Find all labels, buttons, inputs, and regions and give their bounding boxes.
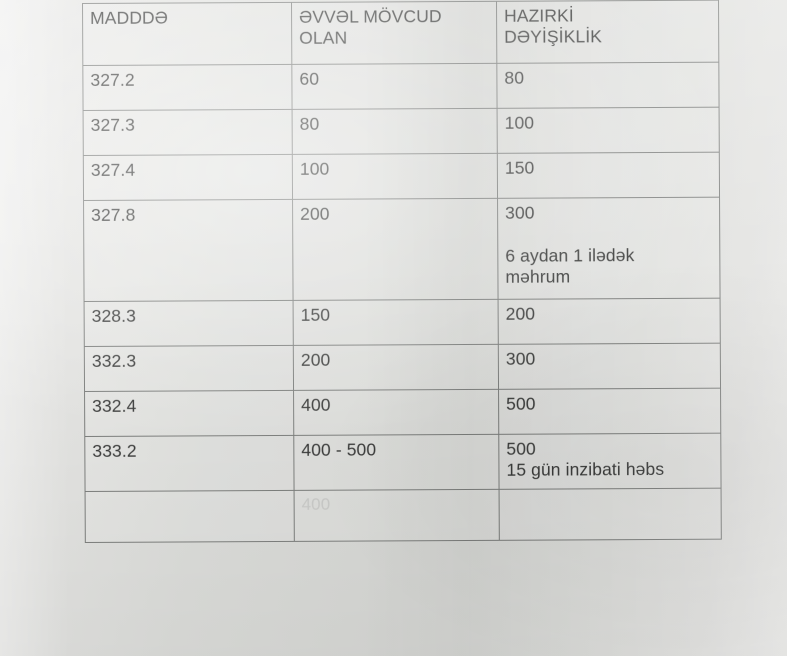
cell-article: 332.3 [84, 345, 294, 392]
cell-article [85, 490, 295, 543]
cell-before: 100 [292, 153, 498, 200]
column-header-before-line-1: ƏVVƏL MÖVCUD [299, 6, 442, 27]
cell-current-line-3: 6 aydan 1 ilədək [505, 245, 635, 266]
table-row: 327.3 80 100 [83, 107, 720, 156]
cell-current-spacer [505, 223, 712, 246]
cell-current: 150 [497, 152, 720, 199]
table-row-empty: 400 [85, 488, 722, 543]
cell-current-line-1: 200 [505, 303, 536, 324]
cell-before: 400 [294, 489, 500, 542]
cell-before: 400 - 500 [293, 434, 500, 491]
cell-before: 200 [292, 198, 499, 301]
cell-current: 500 [498, 388, 721, 435]
cell-article: 327.4 [83, 154, 293, 201]
cell-article: 327.2 [82, 64, 293, 111]
cell-article: 327.3 [83, 109, 293, 156]
table-row: 327.4 100 150 [83, 152, 720, 201]
table-container: MADDDƏ ƏVVƏL MÖVCUD OLAN HAZIRKİ DƏYİŞİK… [82, 0, 722, 543]
cell-current: 200 [498, 298, 721, 345]
ghost-bleedthrough-text: 400 [301, 494, 331, 514]
cell-current: 500 15 gün inzibati həbs [498, 433, 722, 490]
cell-current: 300 6 aydan 1 ilədək məhrum [497, 197, 721, 300]
cell-before: 150 [293, 299, 499, 346]
cell-current: 300 [498, 343, 721, 390]
amendments-table: MADDDƏ ƏVVƏL MÖVCUD OLAN HAZIRKİ DƏYİŞİK… [82, 0, 722, 543]
cell-article: 328.3 [84, 300, 294, 347]
column-header-before: ƏVVƏL MÖVCUD OLAN [291, 1, 497, 65]
cell-article: 332.4 [84, 390, 294, 437]
cell-current-line-1: 500 [506, 393, 536, 414]
column-header-article: MADDDƏ [82, 2, 292, 66]
cell-current-line-1: 300 [505, 202, 535, 223]
cell-current: 100 [497, 107, 720, 154]
cell-before: 400 [293, 389, 499, 436]
column-header-current-line-1: HAZIRKİ [504, 5, 574, 26]
cell-current-line-4: məhrum [505, 266, 571, 287]
cell-current-line-1: 150 [504, 157, 535, 178]
cell-current-line-1: 500 [506, 438, 536, 459]
column-header-before-line-2: OLAN [299, 27, 348, 48]
cell-current-line-1: 80 [504, 67, 525, 88]
table-row: 327.8 200 300 6 aydan 1 ilədək məhrum [83, 197, 721, 302]
cell-current-line-1 [507, 493, 714, 494]
cell-current-line-1: 300 [505, 348, 536, 369]
table-row: 333.2 400 - 500 500 15 gün inzibati həbs [84, 433, 722, 492]
cell-current [499, 488, 722, 541]
cell-before: 60 [291, 63, 498, 110]
cell-current: 80 [496, 62, 720, 109]
table-row: 332.3 200 300 [84, 343, 721, 392]
cell-before: 80 [292, 108, 498, 155]
column-header-article-line-1: MADDDƏ [90, 7, 169, 28]
cell-current-line-2: 15 gün inzibati həbs [506, 458, 665, 480]
table-header: MADDDƏ ƏVVƏL MÖVCUD OLAN HAZIRKİ DƏYİŞİK… [82, 0, 719, 66]
cell-before: 200 [293, 344, 499, 391]
table-header-row: MADDDƏ ƏVVƏL MÖVCUD OLAN HAZIRKİ DƏYİŞİK… [82, 0, 719, 66]
column-header-current-line-2: DƏYİŞİKLİK [504, 26, 603, 47]
table-row: 327.2 60 80 [82, 62, 720, 111]
cell-article: 333.2 [84, 435, 295, 492]
table-row: 332.4 400 500 [84, 388, 721, 437]
cell-current-line-1: 100 [504, 112, 535, 133]
table-row: 328.3 150 200 [84, 298, 721, 347]
table-body: 327.2 60 80 327.3 80 100 327.4 100 [82, 62, 722, 543]
column-header-current: HAZIRKİ DƏYİŞİKLİK [496, 0, 719, 64]
cell-article: 327.8 [83, 199, 294, 302]
